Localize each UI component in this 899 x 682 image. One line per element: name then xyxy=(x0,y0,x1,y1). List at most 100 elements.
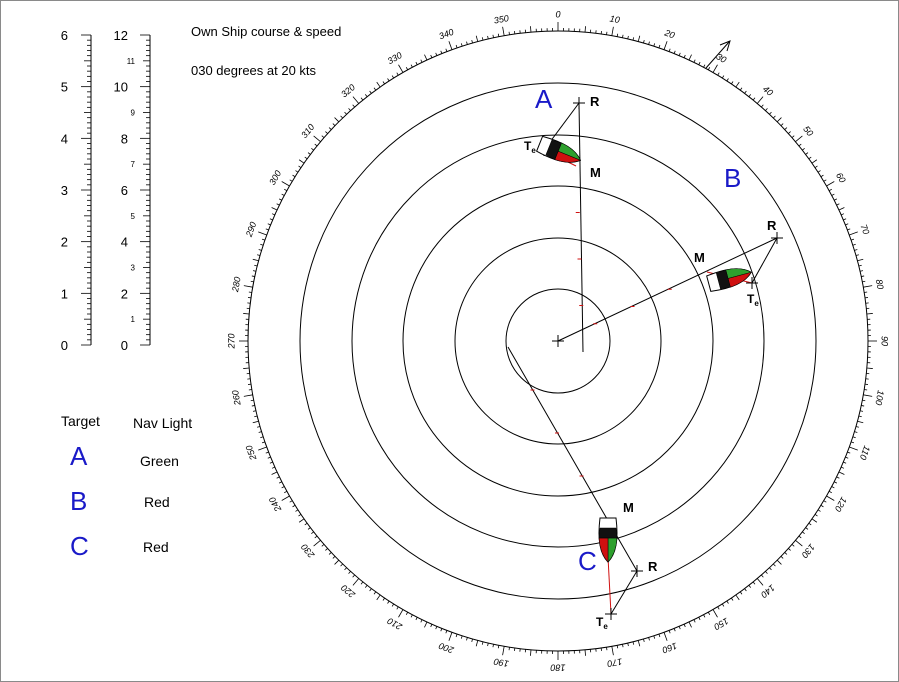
bearing-tick xyxy=(265,228,269,231)
bearing-tick xyxy=(311,147,314,151)
bearing-tick xyxy=(281,486,285,489)
bearing-tick xyxy=(648,41,650,45)
bearing-tick xyxy=(250,280,254,283)
bearing-tick xyxy=(471,40,473,44)
bearing-tick xyxy=(481,641,484,645)
bearing-tick xyxy=(752,581,756,585)
bearing-tick xyxy=(726,78,729,82)
bearing-tick xyxy=(798,535,802,539)
bearing-tick xyxy=(475,640,479,647)
bearing-tick xyxy=(344,111,347,115)
bearing-label-70: 70 xyxy=(859,223,872,236)
bearing-tick xyxy=(769,111,772,115)
bearing-tick xyxy=(430,624,433,628)
bearing-tick xyxy=(298,165,302,168)
bearing-tick xyxy=(340,563,343,567)
bearing-tick xyxy=(616,645,619,649)
bearing-label-10: 10 xyxy=(609,14,621,26)
bearing-tick xyxy=(622,644,624,648)
bearing-tick xyxy=(260,436,264,439)
bearing-tick xyxy=(823,179,827,182)
bearing-tick xyxy=(836,203,840,206)
nav-light-column-header: Nav Light xyxy=(133,415,193,431)
bearing-tick xyxy=(267,456,271,459)
bearing-tick xyxy=(271,466,275,469)
bearing-tick xyxy=(332,556,336,559)
bearing-tick xyxy=(791,544,795,547)
bearing-tick xyxy=(530,649,532,656)
bearing-tick xyxy=(744,90,747,94)
bearing-tick xyxy=(398,609,404,618)
bearing-tick xyxy=(805,527,809,530)
target-c-label-r: R xyxy=(648,559,658,574)
bearing-label-210: 210 xyxy=(386,616,405,633)
bearing-tick xyxy=(258,431,262,433)
table-row-target-b: B xyxy=(70,486,88,516)
own-ship-course-arrow xyxy=(705,41,730,69)
bearing-tick xyxy=(780,123,784,126)
bearing-tick xyxy=(731,81,734,85)
bearing-tick xyxy=(292,504,296,508)
bearing-tick xyxy=(773,115,776,119)
target-a-label-te-sub: e xyxy=(531,146,536,155)
target-b-ship xyxy=(706,268,752,292)
bearing-tick xyxy=(314,535,318,539)
bearing-tick xyxy=(863,394,873,397)
bearing-tick xyxy=(841,466,845,469)
range-ring-1 xyxy=(505,288,611,394)
bearing-tick xyxy=(688,54,692,61)
bearing-tick xyxy=(820,174,824,178)
bearing-tick xyxy=(471,638,473,642)
target-b-label-te-sub: e xyxy=(754,299,759,308)
bearing-tick xyxy=(862,280,866,283)
bearing-tick xyxy=(632,37,635,41)
bearing-tick xyxy=(530,26,532,33)
bearing-tick xyxy=(834,198,838,201)
bearing-tick xyxy=(284,188,288,192)
scale-left-label-6: 6 xyxy=(61,28,68,43)
bearing-tick xyxy=(802,531,805,535)
bearing-tick xyxy=(307,152,311,155)
bearing-tick xyxy=(360,97,364,101)
bearing-tick xyxy=(808,522,812,526)
target-c-stern-sector xyxy=(598,527,618,539)
bearing-tick xyxy=(391,75,395,79)
bearing-tick xyxy=(843,461,847,464)
bearing-tick xyxy=(802,147,805,151)
bearing-tick xyxy=(373,87,377,91)
bearing-tick xyxy=(321,135,325,138)
table-row-light-b: Red xyxy=(144,494,170,510)
target-column-header: Target xyxy=(61,413,100,429)
bearing-tick xyxy=(858,415,862,418)
bearing-tick xyxy=(693,619,696,623)
bearing-label-90: 90 xyxy=(880,336,890,346)
bearing-tick xyxy=(828,490,832,494)
bearing-tick xyxy=(784,127,788,130)
bearing-tick xyxy=(627,642,629,647)
target-c-label-te-sub: e xyxy=(603,622,608,631)
bearing-tick xyxy=(866,313,873,315)
bearing-tick xyxy=(325,548,328,551)
bearing-label-190: 190 xyxy=(493,656,510,668)
bearing-tick xyxy=(369,90,372,94)
bearing-tick xyxy=(376,81,381,88)
bearing-label-350: 350 xyxy=(493,13,510,25)
bearing-tick xyxy=(269,218,273,221)
bearing-tick xyxy=(769,567,772,571)
target-c-r-te-line xyxy=(610,570,638,615)
scale-left-label-4: 4 xyxy=(61,131,68,146)
table-row-light-c: Red xyxy=(143,539,169,555)
scale-right-major-2: 2 xyxy=(121,286,128,301)
target-c-label-te: Te xyxy=(596,615,608,631)
bearing-tick xyxy=(850,441,855,444)
bearing-tick xyxy=(448,41,453,50)
bearing-tick xyxy=(668,48,671,52)
bearing-tick xyxy=(838,207,845,211)
bearing-tick xyxy=(352,104,355,108)
bearing-tick xyxy=(281,193,285,196)
target-a-letter: A xyxy=(535,84,553,114)
target-b-relative-motion-line xyxy=(557,237,778,342)
bearing-tick xyxy=(334,559,340,565)
bearing-tick xyxy=(847,451,851,454)
